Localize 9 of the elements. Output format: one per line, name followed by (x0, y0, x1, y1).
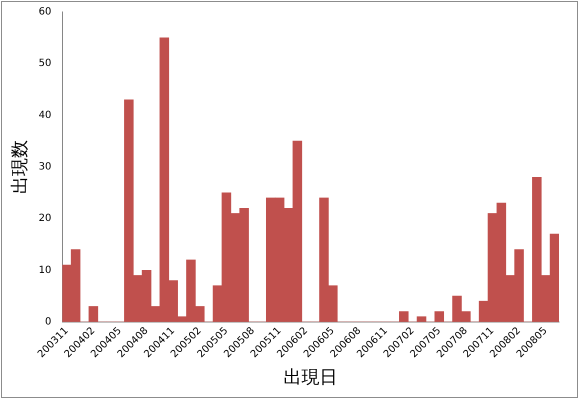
y-tick-label: 20 (38, 213, 52, 224)
y-tick-label: 30 (38, 162, 52, 173)
y-axis-title: 出現数 (10, 140, 30, 194)
y-tick-label: 0 (44, 316, 52, 328)
y-tick-label: 60 (38, 6, 52, 18)
x-axis-title: 出現日 (284, 366, 338, 387)
y-tick-label: 50 (38, 58, 52, 70)
y-tick-label: 10 (38, 264, 52, 276)
y-tick-label: 40 (38, 110, 52, 121)
